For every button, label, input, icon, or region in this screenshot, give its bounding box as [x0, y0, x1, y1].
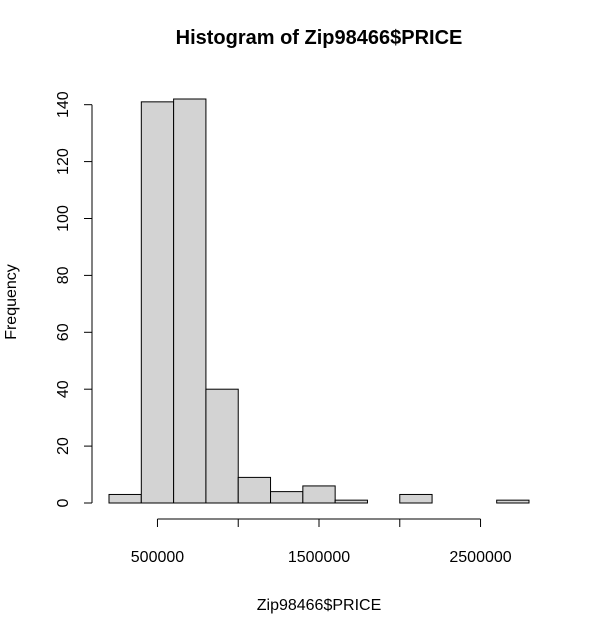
- y-axis: 0 20 40 60 80 100 120 140: [55, 91, 93, 507]
- histogram-bar: [237, 476, 272, 504]
- chart-title: Histogram of Zip98466$PRICE: [176, 27, 463, 49]
- histogram-bar: [140, 101, 175, 504]
- x-tick-label: 500000: [131, 549, 184, 566]
- x-tick-label: 2500000: [449, 549, 511, 566]
- histogram-bar: [270, 491, 304, 504]
- histogram-bar: [302, 485, 336, 504]
- x-axis-label: Zip98466$PRICE: [257, 597, 382, 614]
- y-tick-label: 60: [55, 323, 72, 341]
- y-tick-label: 140: [55, 91, 72, 118]
- histogram-bar: [108, 493, 142, 504]
- y-axis-label: Frequency: [3, 264, 20, 340]
- y-tick-label: 20: [55, 437, 72, 455]
- histogram-bar: [334, 499, 368, 504]
- histogram-bar: [205, 388, 239, 504]
- histogram-bar: [399, 493, 433, 504]
- y-tick-label: 100: [55, 205, 72, 232]
- histogram-bar: [496, 499, 530, 504]
- y-tick-label: 40: [55, 380, 72, 398]
- x-tick-label: 1500000: [288, 549, 350, 566]
- y-tick-label: 120: [55, 148, 72, 175]
- y-tick-label: 0: [55, 498, 72, 507]
- histogram-bar: [173, 98, 207, 504]
- y-tick-label: 80: [55, 266, 72, 284]
- histogram-bars: [108, 98, 530, 504]
- x-axis: 500000 1500000 2500000: [131, 518, 512, 566]
